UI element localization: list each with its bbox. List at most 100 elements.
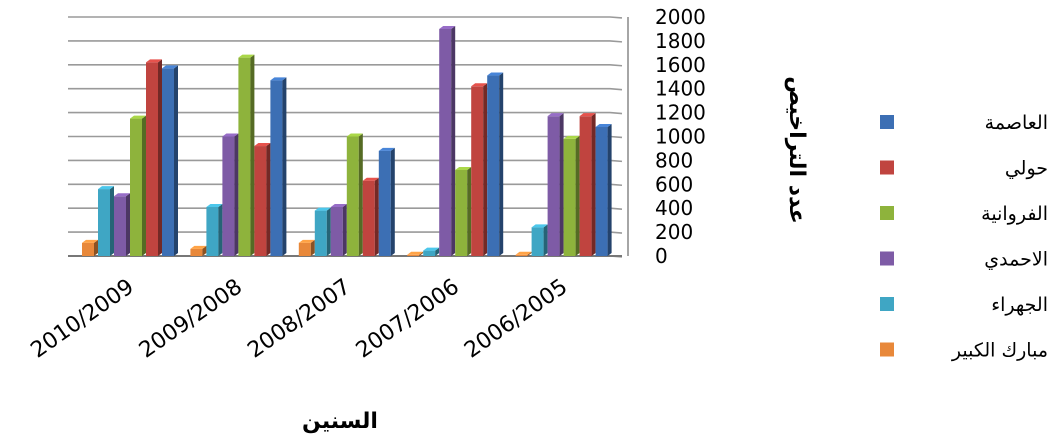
bar [146, 62, 158, 256]
bar [254, 146, 267, 256]
y-tick-label: 1000 [655, 125, 706, 149]
bar [531, 227, 544, 256]
y-tick-label: 1800 [655, 29, 706, 53]
bar-side [282, 77, 287, 257]
y-axis-title: عدد التراخيص [784, 76, 809, 224]
bar-top [190, 245, 207, 249]
bar-side [218, 204, 223, 256]
y-tick-label: 1400 [655, 77, 706, 101]
bar-side [342, 204, 347, 256]
bar [563, 138, 576, 256]
bar-side [110, 186, 114, 256]
category-label: 2008/2007 [243, 274, 355, 363]
bar-top [471, 83, 488, 87]
legend-label: مبارك الكبير [951, 340, 1048, 362]
bar [471, 86, 484, 256]
bar-top [82, 239, 98, 243]
bar-top [579, 113, 596, 117]
bar-side [419, 251, 424, 256]
category-label: 2010/2009 [27, 274, 139, 363]
bar [330, 207, 343, 256]
bar-side [266, 143, 271, 256]
bar-top [455, 166, 472, 170]
bar [439, 28, 452, 257]
legend-label: الفروانية [981, 203, 1048, 225]
bar-top [595, 123, 612, 127]
bar-top [563, 135, 580, 139]
y-tick-label: 0 [655, 244, 668, 268]
bar-side [483, 83, 488, 256]
bar-side [607, 123, 612, 256]
legend-swatch [880, 206, 894, 220]
legend: العاصمة حولي الفروانية الاحمدي الجهراء مبارك … [880, 112, 1048, 362]
bar-top [298, 239, 315, 243]
bar-top [330, 204, 347, 208]
bar [346, 136, 359, 256]
bar-side [451, 25, 456, 257]
bar-side [390, 147, 395, 256]
bar-top [206, 204, 223, 208]
gridline [68, 16, 623, 19]
bar [547, 116, 560, 256]
y-tick-label: 1600 [655, 53, 706, 77]
y-tick-label: 800 [655, 148, 693, 172]
x-axis-title: السنين [302, 409, 378, 434]
bar [314, 210, 327, 256]
bar-side [358, 133, 363, 256]
bar [487, 75, 500, 257]
bar-side [126, 193, 130, 256]
bar-side [310, 239, 315, 256]
y-tick-label: 2000 [655, 5, 706, 29]
bar-top [531, 224, 548, 228]
bar-top [378, 147, 395, 151]
bar [98, 189, 110, 256]
bar-side [174, 65, 178, 256]
bar-side [202, 245, 207, 256]
legend-swatch [880, 342, 894, 357]
bar-top [547, 113, 564, 117]
bar-side [543, 224, 548, 256]
bar-side [374, 177, 379, 256]
bar [515, 254, 528, 256]
bar-side [575, 135, 580, 256]
bar-side [250, 54, 255, 256]
bar [130, 118, 142, 256]
gridline [68, 40, 623, 43]
bar-side [142, 115, 146, 256]
bar [82, 242, 94, 256]
bar-side [591, 113, 596, 256]
bar-top [222, 133, 239, 137]
bar-top [423, 247, 440, 251]
bar-top [346, 133, 363, 137]
category-label: 2006/2005 [460, 274, 572, 363]
bar [407, 254, 420, 256]
bar [162, 68, 174, 256]
bar [455, 169, 468, 256]
bar-side [467, 166, 472, 256]
bar-top [314, 207, 331, 211]
legend-label: العاصمة [985, 112, 1048, 134]
bar-side [94, 239, 98, 256]
category-label: 2009/2008 [135, 274, 247, 363]
bar-side [435, 247, 440, 256]
bar [114, 196, 126, 256]
legend-swatch [880, 251, 894, 266]
bar-side [559, 113, 564, 256]
bar [206, 207, 219, 256]
bar-top [162, 65, 178, 69]
bar-top [238, 54, 255, 58]
category-label: 2007/2006 [352, 274, 464, 363]
bar [298, 242, 311, 256]
bar-top [515, 251, 532, 255]
bar-top [146, 59, 162, 63]
bar-top [487, 72, 504, 76]
bar [222, 136, 235, 256]
bar-side [527, 251, 532, 256]
y-tick-label: 200 [655, 220, 693, 244]
legend-label: حولي [1005, 158, 1048, 180]
bar-side [234, 133, 239, 256]
bar [190, 248, 203, 256]
bar-top [362, 177, 379, 181]
